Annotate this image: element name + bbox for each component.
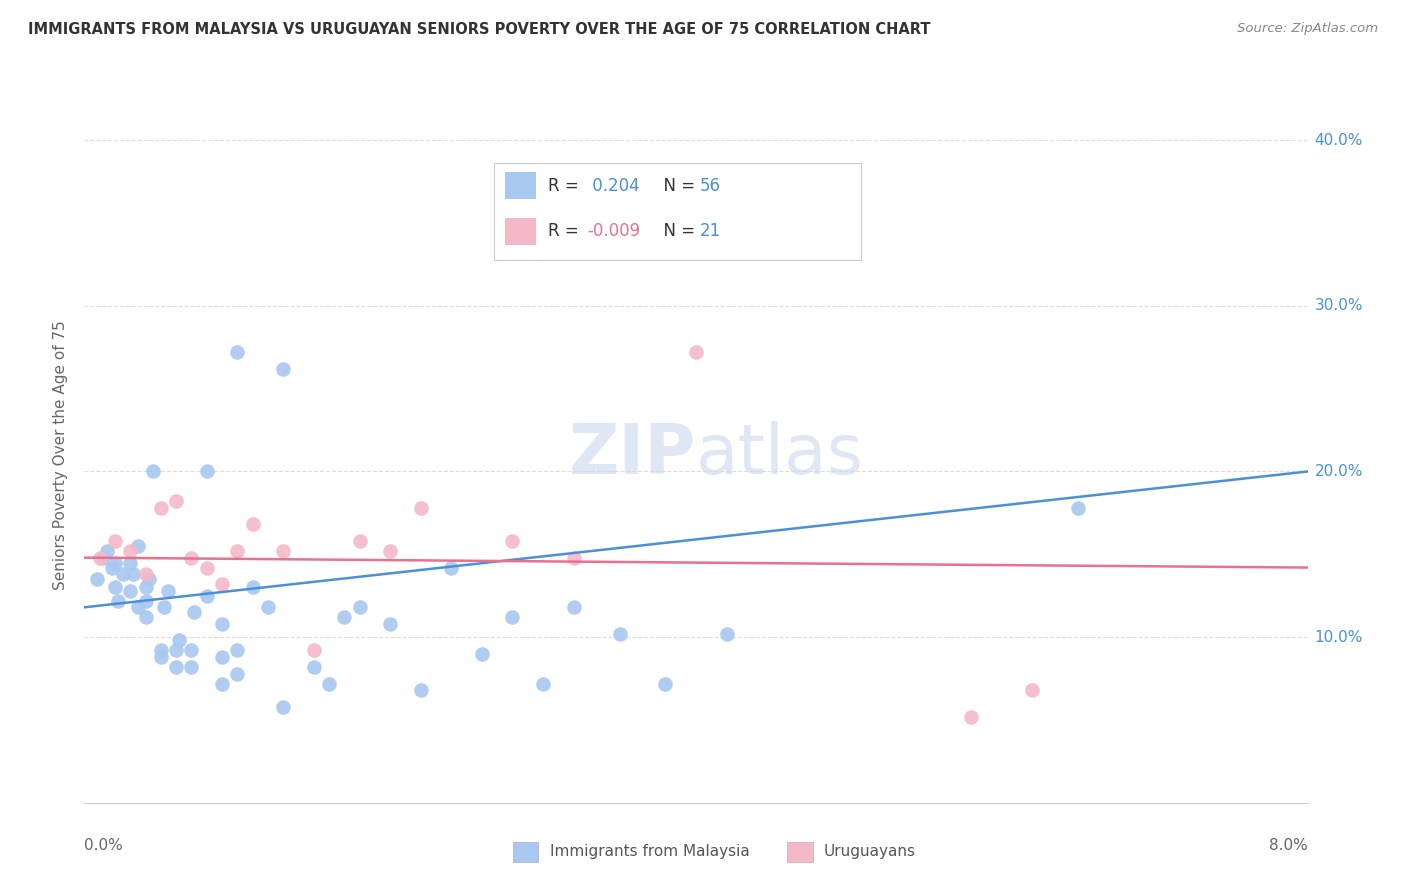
Point [1021,683,1043,698]
Text: R =: R = [547,177,583,194]
Text: Uruguayans: Uruguayans [824,845,915,859]
Point [104,556,127,570]
Point [165,643,187,657]
Point [271,699,294,714]
Point [960,709,983,723]
Point [195,589,218,603]
Point [149,500,172,515]
Point [716,627,738,641]
Point [380,616,402,631]
Point [153,600,176,615]
Point [180,660,202,674]
Point [135,610,157,624]
Point [195,560,218,574]
Point [122,567,145,582]
Point [380,544,402,558]
Point [302,660,325,674]
Point [685,345,707,359]
Text: 30.0%: 30.0% [1315,298,1362,313]
Point [302,643,325,657]
Point [149,650,172,665]
Point [226,544,249,558]
Point [226,345,249,359]
Point [127,600,149,615]
Point [257,600,280,615]
Text: 0.0%: 0.0% [84,838,124,854]
Point [501,610,523,624]
Point [149,643,172,657]
Point [349,600,371,615]
Point [501,534,523,549]
Point [531,676,554,690]
Point [562,600,585,615]
Text: N =: N = [652,222,700,240]
Point [271,361,294,376]
Point [180,643,202,657]
Point [242,517,264,532]
Text: 40.0%: 40.0% [1315,133,1362,148]
Point [101,560,124,574]
Point [242,581,264,595]
Point [211,577,233,591]
Point [120,556,142,570]
Point [180,550,202,565]
Point [86,572,108,586]
Point [226,666,249,681]
Point [609,627,631,641]
Point [107,593,129,607]
Point [89,550,111,565]
Point [165,494,187,508]
Text: 10.0%: 10.0% [1315,630,1362,645]
Text: 0.204: 0.204 [586,177,640,194]
Text: 21: 21 [699,222,721,240]
Text: 56: 56 [699,177,720,194]
Point [138,572,160,586]
Point [1067,500,1090,515]
Text: R =: R = [547,222,583,240]
Point [562,550,585,565]
Point [104,534,127,549]
Point [120,583,142,598]
Point [654,676,676,690]
Point [91,550,114,565]
Text: 20.0%: 20.0% [1315,464,1362,479]
Point [440,560,463,574]
Y-axis label: Seniors Poverty Over the Age of 75: Seniors Poverty Over the Age of 75 [53,320,69,590]
Text: Immigrants from Malaysia: Immigrants from Malaysia [550,845,749,859]
Point [167,633,190,648]
Point [142,465,165,479]
Text: IMMIGRANTS FROM MALAYSIA VS URUGUAYAN SENIORS POVERTY OVER THE AGE OF 75 CORRELA: IMMIGRANTS FROM MALAYSIA VS URUGUAYAN SE… [28,22,931,37]
Point [165,660,187,674]
Point [120,544,142,558]
Text: ZIP: ZIP [568,421,696,489]
Text: Source: ZipAtlas.com: Source: ZipAtlas.com [1237,22,1378,36]
Point [135,581,157,595]
Point [318,676,340,690]
Point [211,676,233,690]
Point [211,650,233,665]
Point [183,605,205,619]
Point [211,616,233,631]
Point [349,534,371,549]
Point [157,583,180,598]
Point [104,581,127,595]
Point [409,683,432,698]
Point [111,567,134,582]
Text: N =: N = [652,177,700,194]
Point [409,500,432,515]
Point [135,567,157,582]
Point [271,544,294,558]
Point [333,610,356,624]
Point [195,465,218,479]
Text: atlas: atlas [696,421,863,489]
Text: 8.0%: 8.0% [1268,838,1308,854]
Point [127,539,149,553]
Point [471,647,494,661]
Point [96,544,118,558]
Point [838,219,860,234]
Point [226,643,249,657]
Point [135,593,157,607]
Text: -0.009: -0.009 [586,222,640,240]
